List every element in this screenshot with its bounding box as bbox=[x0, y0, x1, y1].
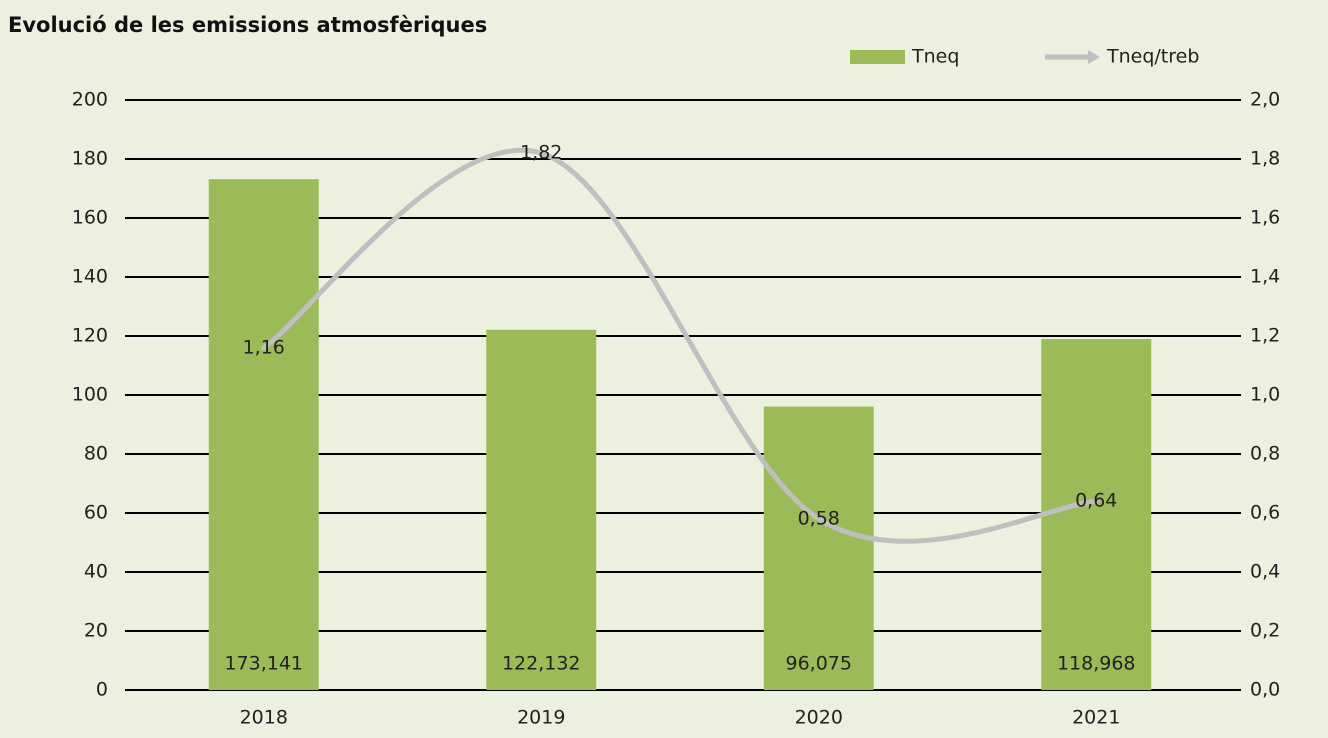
y-tick-label: 140 bbox=[72, 266, 108, 288]
y2-tick-label: 1,8 bbox=[1250, 148, 1280, 170]
chart-title: Evolució de les emissions atmosfèriques bbox=[8, 13, 487, 37]
y-tick-label: 160 bbox=[72, 207, 108, 229]
y2-tick-label: 2,0 bbox=[1250, 89, 1280, 111]
y-tick-label: 120 bbox=[72, 325, 108, 347]
y-tick-label: 100 bbox=[72, 384, 108, 406]
line-value-label: 1,16 bbox=[243, 336, 285, 358]
y2-tick-label: 1,6 bbox=[1250, 207, 1280, 229]
y-tick-label: 40 bbox=[84, 561, 108, 583]
y-tick-label: 60 bbox=[84, 502, 108, 524]
line-value-label: 1,82 bbox=[520, 142, 562, 164]
y2-tick-label: 0,4 bbox=[1250, 561, 1280, 583]
x-tick-label: 2018 bbox=[240, 707, 288, 729]
bar bbox=[208, 179, 319, 690]
y2-tick-label: 1,4 bbox=[1250, 266, 1280, 288]
bar-value-label: 173,141 bbox=[224, 653, 303, 675]
bar bbox=[1041, 339, 1152, 690]
bar-value-label: 118,968 bbox=[1057, 653, 1136, 675]
y2-tick-label: 1,2 bbox=[1250, 325, 1280, 347]
bar bbox=[486, 329, 597, 690]
bar-value-label: 122,132 bbox=[502, 653, 581, 675]
y2-tick-label: 0,8 bbox=[1250, 443, 1280, 465]
x-tick-label: 2021 bbox=[1072, 707, 1120, 729]
line-value-label: 0,58 bbox=[798, 507, 840, 529]
x-tick-label: 2019 bbox=[517, 707, 565, 729]
y2-tick-label: 1,0 bbox=[1250, 384, 1280, 406]
legend-label: Tneq/treb bbox=[1106, 46, 1199, 68]
x-tick-label: 2020 bbox=[795, 707, 843, 729]
line-value-label: 0,64 bbox=[1075, 490, 1117, 512]
y-tick-label: 200 bbox=[72, 89, 108, 111]
bar-value-label: 96,075 bbox=[786, 653, 852, 675]
y2-tick-label: 0,0 bbox=[1250, 679, 1280, 701]
legend-swatch bbox=[850, 50, 905, 64]
line bbox=[261, 147, 1099, 544]
y-tick-label: 20 bbox=[84, 620, 108, 642]
legend-arrow bbox=[1088, 50, 1100, 64]
legend-label: Tneq bbox=[911, 46, 959, 68]
y-tick-label: 180 bbox=[72, 148, 108, 170]
bar bbox=[763, 406, 874, 690]
y-tick-label: 80 bbox=[84, 443, 108, 465]
y2-tick-label: 0,6 bbox=[1250, 502, 1280, 524]
y-tick-label: 0 bbox=[96, 679, 108, 701]
y2-tick-label: 0,2 bbox=[1250, 620, 1280, 642]
